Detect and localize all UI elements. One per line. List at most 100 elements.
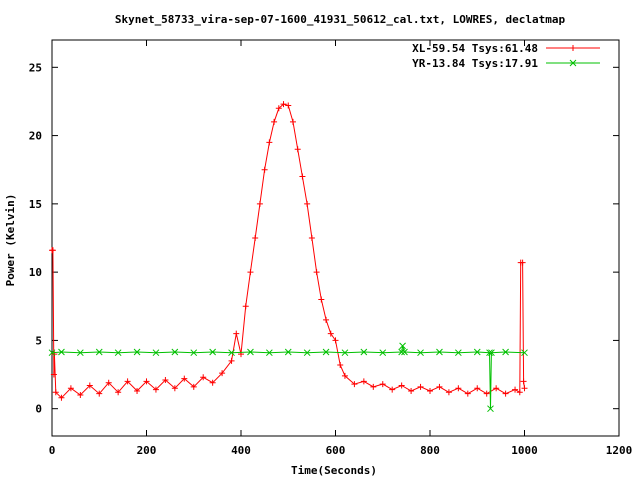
data-point bbox=[474, 385, 481, 392]
data-point bbox=[266, 139, 273, 146]
data-point bbox=[134, 387, 141, 394]
data-point bbox=[360, 348, 368, 356]
x-tick-label: 1200 bbox=[606, 444, 633, 457]
data-point bbox=[256, 200, 263, 207]
x-tick-label: 200 bbox=[137, 444, 157, 457]
plot-frame bbox=[51, 39, 620, 437]
data-point bbox=[115, 389, 122, 396]
data-point bbox=[48, 349, 56, 357]
data-point bbox=[322, 348, 330, 356]
data-point bbox=[275, 105, 282, 112]
data-point bbox=[454, 349, 462, 357]
data-point bbox=[379, 349, 387, 357]
y-tick-label: 20 bbox=[29, 130, 42, 143]
data-point bbox=[162, 377, 169, 384]
data-point bbox=[360, 378, 367, 385]
legend-marker-xl bbox=[570, 45, 576, 51]
data-point bbox=[341, 372, 348, 379]
data-point bbox=[190, 349, 198, 357]
legend-label-xl: XL-59.54 Tsys:61.48 bbox=[412, 42, 538, 55]
data-point bbox=[299, 173, 306, 180]
data-point bbox=[209, 379, 216, 386]
data-point bbox=[512, 386, 519, 393]
data-point bbox=[427, 387, 433, 394]
data-point bbox=[483, 390, 490, 397]
data-point bbox=[323, 316, 330, 323]
data-point bbox=[280, 101, 287, 108]
data-point bbox=[417, 349, 424, 357]
axis-ticks: 0 200 400 600 800 1000 1200 0 5 10 15 20 25 bbox=[29, 40, 633, 457]
data-point bbox=[417, 383, 424, 390]
series-line bbox=[52, 103, 525, 399]
data-point bbox=[308, 235, 315, 241]
data-point bbox=[399, 342, 406, 350]
data-point bbox=[247, 269, 254, 276]
y-tick-label: 15 bbox=[29, 198, 42, 211]
data-point bbox=[190, 383, 197, 390]
data-point bbox=[50, 371, 57, 378]
data-point bbox=[95, 348, 103, 356]
x-tick-label: 800 bbox=[420, 444, 440, 457]
data-point bbox=[398, 382, 405, 389]
data-point bbox=[486, 349, 493, 357]
data-point bbox=[401, 348, 408, 356]
data-point bbox=[105, 379, 112, 386]
data-point bbox=[228, 349, 235, 357]
chart-title: Skynet_58733_vira-sep-07-1600_41931_5061… bbox=[115, 13, 566, 26]
series-1 bbox=[48, 342, 528, 413]
data-point bbox=[171, 385, 178, 392]
data-point bbox=[521, 349, 528, 357]
data-point bbox=[252, 235, 259, 241]
data-point bbox=[289, 118, 296, 125]
y-tick-label: 5 bbox=[35, 334, 42, 347]
data-point bbox=[52, 389, 59, 396]
data-point bbox=[171, 348, 179, 356]
series-layer bbox=[48, 101, 528, 413]
data-point bbox=[332, 337, 339, 344]
data-point bbox=[77, 392, 84, 399]
series-0 bbox=[49, 101, 528, 401]
data-point bbox=[436, 383, 443, 390]
data-point bbox=[318, 296, 325, 303]
data-point bbox=[67, 385, 74, 392]
data-point bbox=[58, 394, 65, 401]
data-point bbox=[520, 378, 527, 385]
data-point bbox=[152, 349, 160, 357]
data-point bbox=[516, 389, 523, 396]
data-point bbox=[389, 386, 396, 393]
data-point bbox=[233, 330, 240, 337]
data-point bbox=[209, 348, 217, 356]
data-point bbox=[200, 374, 207, 381]
data-point bbox=[398, 348, 406, 356]
y-tick-label: 0 bbox=[35, 403, 42, 416]
data-point bbox=[445, 389, 452, 396]
data-point bbox=[242, 303, 249, 310]
y-axis-label: Power (Kelvin) bbox=[4, 194, 17, 287]
data-point bbox=[143, 378, 150, 385]
data-point bbox=[487, 405, 494, 413]
data-point bbox=[455, 385, 462, 392]
data-point bbox=[181, 375, 188, 382]
data-point bbox=[284, 348, 292, 356]
data-point bbox=[152, 386, 159, 393]
legend: XL-59.54 Tsys:61.48 YR-13.84 Tsys:17.91 bbox=[412, 42, 600, 70]
x-tick-label: 400 bbox=[231, 444, 251, 457]
data-point bbox=[58, 348, 65, 356]
x-tick-label: 600 bbox=[326, 444, 346, 457]
series-line bbox=[51, 345, 525, 409]
data-point bbox=[473, 348, 481, 356]
data-point bbox=[436, 348, 443, 356]
data-point bbox=[488, 349, 495, 357]
data-point bbox=[247, 348, 254, 356]
y-tick-label: 10 bbox=[29, 266, 42, 279]
data-point bbox=[519, 259, 526, 266]
data-point bbox=[327, 330, 334, 337]
x-tick-label: 1000 bbox=[511, 444, 538, 457]
data-point bbox=[124, 378, 131, 385]
data-point bbox=[271, 118, 278, 125]
data-point bbox=[379, 381, 386, 388]
data-point bbox=[261, 166, 268, 173]
data-point bbox=[521, 385, 528, 392]
data-point bbox=[464, 390, 471, 397]
data-point bbox=[114, 349, 122, 357]
